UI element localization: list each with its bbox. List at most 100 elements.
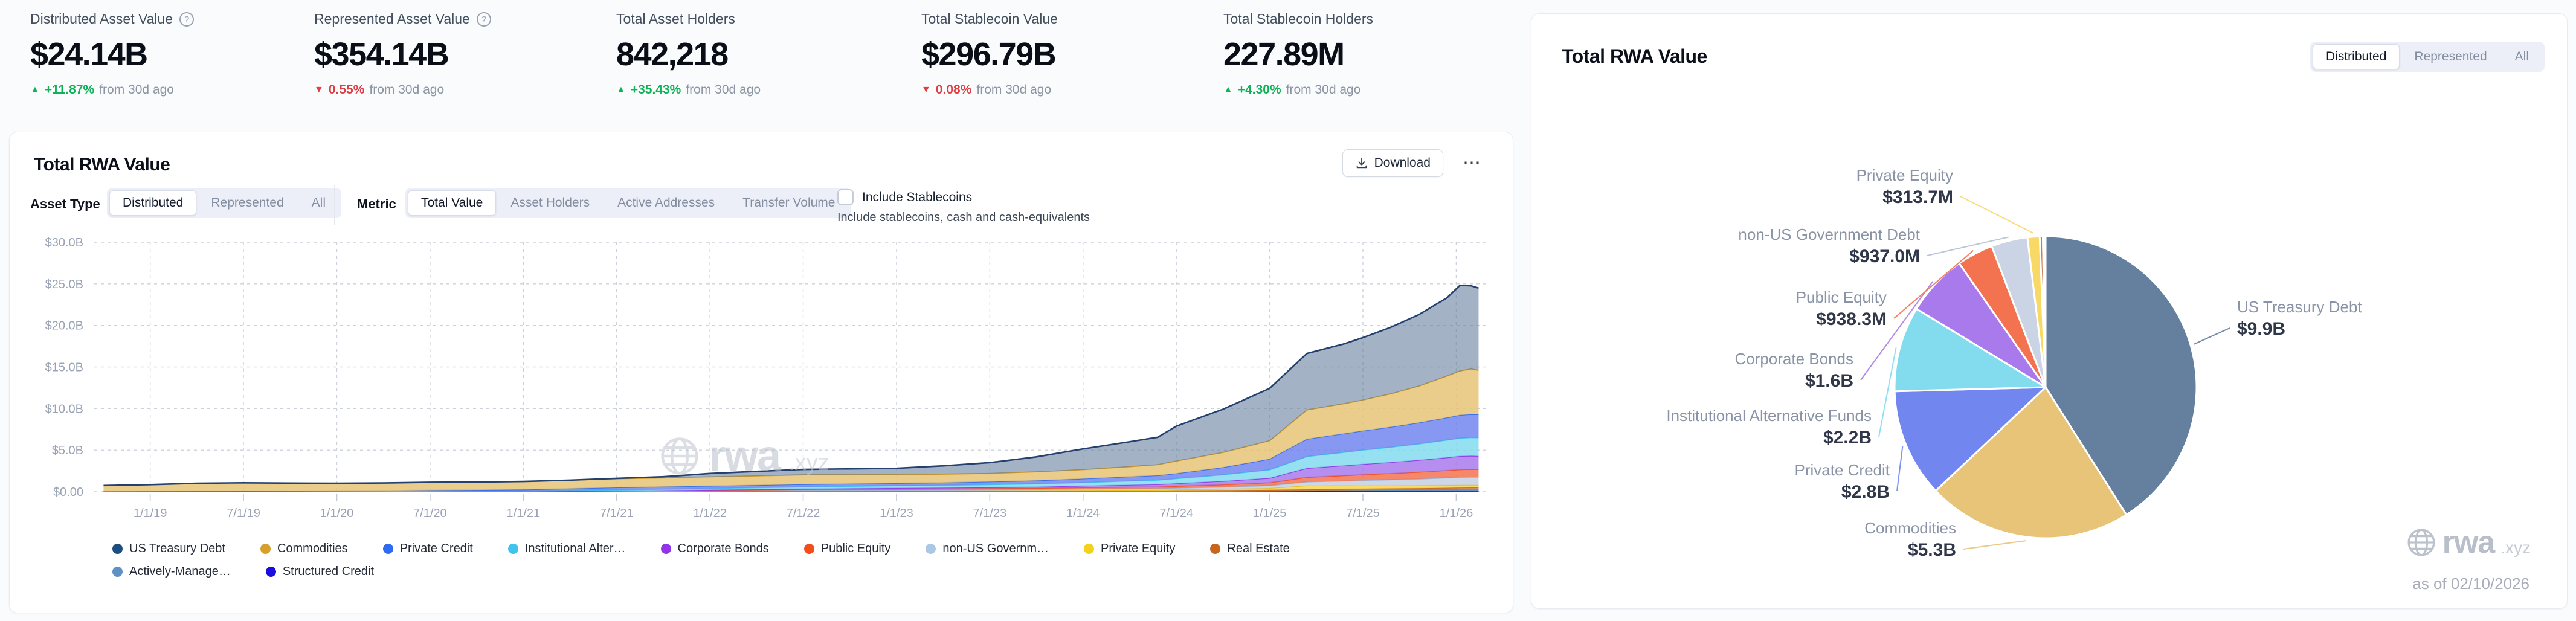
pie-leader-line	[1893, 249, 1974, 319]
legend-label: Private Equity	[1101, 542, 1176, 555]
legend-dot	[112, 544, 123, 554]
pie-leader-line	[1896, 446, 1904, 492]
legend-label: Actively-Manage…	[129, 565, 231, 578]
metric-option-total-value[interactable]: Total Value	[408, 190, 497, 216]
stat-label: Total Stablecoin Value	[921, 11, 1058, 27]
stat-label: Represented Asset Value	[314, 11, 470, 27]
as-of-date: as of 02/10/2026	[2412, 574, 2529, 593]
asset-type-option-all[interactable]: All	[311, 196, 326, 210]
legend-dot	[507, 544, 518, 554]
stat-delta: ▲ +4.30% from 30d ago	[1223, 83, 1361, 97]
legend-label: Commodities	[277, 542, 348, 555]
asset-type-option-distributed[interactable]: Distributed	[109, 190, 197, 216]
svg-text:$25.0B: $25.0B	[45, 278, 83, 291]
legend-item-real-estate[interactable]: Real Estate	[1210, 542, 1290, 556]
legend-item-commodities[interactable]: Commodities	[260, 542, 348, 556]
legend-dot	[803, 544, 814, 554]
pie-slice-private-credit[interactable]	[1893, 386, 2047, 492]
checkbox-caption: Include stablecoins, cash and cash-equiv…	[837, 211, 1090, 224]
checkbox-label: Include Stablecoins	[862, 190, 973, 204]
stat-value: 227.89M	[1223, 36, 1345, 72]
legend-item-public-equity[interactable]: Public Equity	[803, 542, 891, 556]
pie-toggle-option-all[interactable]: All	[2514, 50, 2529, 63]
svg-text:1/1/22: 1/1/22	[693, 507, 727, 520]
card-title: Total RWA Value	[34, 155, 170, 175]
pie-chart-svg[interactable]	[1531, 14, 2568, 610]
stat-value: 842,218	[616, 36, 729, 72]
download-button[interactable]: Download	[1342, 149, 1443, 177]
stat-delta: ▲ +35.43% from 30d ago	[616, 83, 761, 97]
metric-option-active-addresses[interactable]: Active Addresses	[617, 196, 715, 210]
delta-triangle-icon: ▲	[30, 85, 40, 95]
legend-dot	[112, 567, 123, 577]
delta-triangle-icon: ▼	[314, 85, 324, 95]
total-rwa-value-pie-card: Total RWA Value Distributed Represented Al…	[1531, 13, 2568, 609]
legend-label: Public Equity	[820, 542, 891, 555]
svg-text:?: ?	[481, 14, 486, 25]
svg-text:$15.0B: $15.0B	[45, 361, 83, 375]
include-stablecoins-checkbox[interactable]	[837, 189, 854, 205]
distribution-toggle: Distributed Represented All	[2310, 42, 2545, 72]
stat-represented-asset-value: Represented Asset Value ? $354.14B ▼ 0.5…	[314, 11, 492, 97]
pie-slice-institutional-alternative-funds[interactable]	[1893, 307, 2047, 393]
stat-value: $24.14B	[30, 36, 148, 72]
info-icon[interactable]: ?	[476, 11, 492, 27]
legend-dot	[1210, 544, 1221, 554]
legend-item-non-us-governm-[interactable]: non-US Governm…	[926, 542, 1049, 556]
stat-label: Distributed Asset Value	[30, 11, 173, 27]
svg-text:7/1/22: 7/1/22	[787, 507, 820, 520]
stat-distributed-asset-value: Distributed Asset Value ? $24.14B ▲ +11.…	[30, 11, 195, 97]
svg-text:1/1/26: 1/1/26	[1440, 507, 1473, 520]
svg-text:7/1/20: 7/1/20	[413, 507, 447, 520]
legend-item-structured-credit[interactable]: Structured Credit	[265, 565, 375, 579]
metric-label: Metric	[357, 196, 396, 211]
stat-delta: ▼ 0.55% from 30d ago	[314, 83, 445, 97]
pie-leader-line	[1878, 347, 1897, 437]
legend-item-corporate-bonds[interactable]: Corporate Bonds	[660, 542, 769, 556]
legend-item-us-treasury-debt[interactable]: US Treasury Debt	[112, 542, 225, 556]
svg-text:1/1/19: 1/1/19	[134, 507, 167, 520]
pie-toggle-option-represented[interactable]: Represented	[2414, 50, 2487, 63]
globe-icon	[2407, 529, 2435, 556]
legend-item-private-credit[interactable]: Private Credit	[382, 542, 473, 556]
legend-item-private-equity[interactable]: Private Equity	[1084, 542, 1175, 556]
stat-label: Total Asset Holders	[616, 11, 735, 27]
legend-label: Structured Credit	[282, 565, 375, 578]
stat-delta: ▼ 0.08% from 30d ago	[921, 83, 1052, 97]
stat-delta: ▲ +11.87% from 30d ago	[30, 83, 174, 97]
asset-type-option-represented[interactable]: Represented	[211, 196, 284, 210]
svg-text:7/1/24: 7/1/24	[1159, 507, 1193, 520]
pie-slice-commodities[interactable]	[1934, 386, 2128, 539]
legend-dot	[382, 544, 393, 554]
svg-text:1/1/23: 1/1/23	[880, 507, 913, 520]
divider	[334, 185, 335, 225]
pie-slice-structured-credit[interactable]	[2044, 235, 2047, 388]
pie-leader-line	[1960, 196, 2034, 234]
metric-option-asset-holders[interactable]: Asset Holders	[510, 196, 590, 210]
legend-dot	[660, 544, 671, 554]
svg-text:7/1/25: 7/1/25	[1346, 507, 1380, 520]
area-chart-svg[interactable]: $30.0B $25.0B $20.0B $15.0B $10.0B $5.0B $0.00…	[10, 235, 1514, 525]
pie-leader-line	[1963, 540, 2027, 550]
stats-row: Distributed Asset Value ? $24.14B ▲ +11.…	[0, 0, 1522, 121]
stat-value: $296.79B	[921, 36, 1057, 72]
legend-item-institutional-alter-[interactable]: Institutional Alter…	[507, 542, 626, 556]
legend-label: non-US Governm…	[942, 542, 1049, 555]
info-icon[interactable]: ?	[179, 11, 195, 27]
legend-item-actively-manage-[interactable]: Actively-Manage…	[112, 565, 231, 579]
stat-label: Total Stablecoin Holders	[1223, 11, 1374, 27]
pie-leader-line	[1927, 236, 2009, 256]
delta-triangle-icon: ▼	[921, 85, 931, 95]
stat-total-stablecoin-holders: Total Stablecoin Holders 227.89M ▲ +4.30…	[1223, 11, 1373, 97]
svg-text:7/1/21: 7/1/21	[600, 507, 634, 520]
delta-triangle-icon: ▲	[1223, 85, 1233, 95]
pie-toggle-option-distributed[interactable]: Distributed	[2313, 44, 2400, 69]
metric-option-transfer-volume[interactable]: Transfer Volume	[742, 196, 836, 210]
stat-value: $354.14B	[314, 36, 449, 72]
legend-label: Real Estate	[1227, 542, 1290, 555]
delta-triangle-icon: ▲	[616, 85, 626, 95]
stacked-area-chart[interactable]: $30.0B $25.0B $20.0B $15.0B $10.0B $5.0B $0.00…	[10, 235, 1514, 525]
legend-dot	[926, 544, 936, 554]
svg-text:1/1/25: 1/1/25	[1253, 507, 1287, 520]
more-menu-button[interactable]: ⋯	[1459, 150, 1486, 176]
